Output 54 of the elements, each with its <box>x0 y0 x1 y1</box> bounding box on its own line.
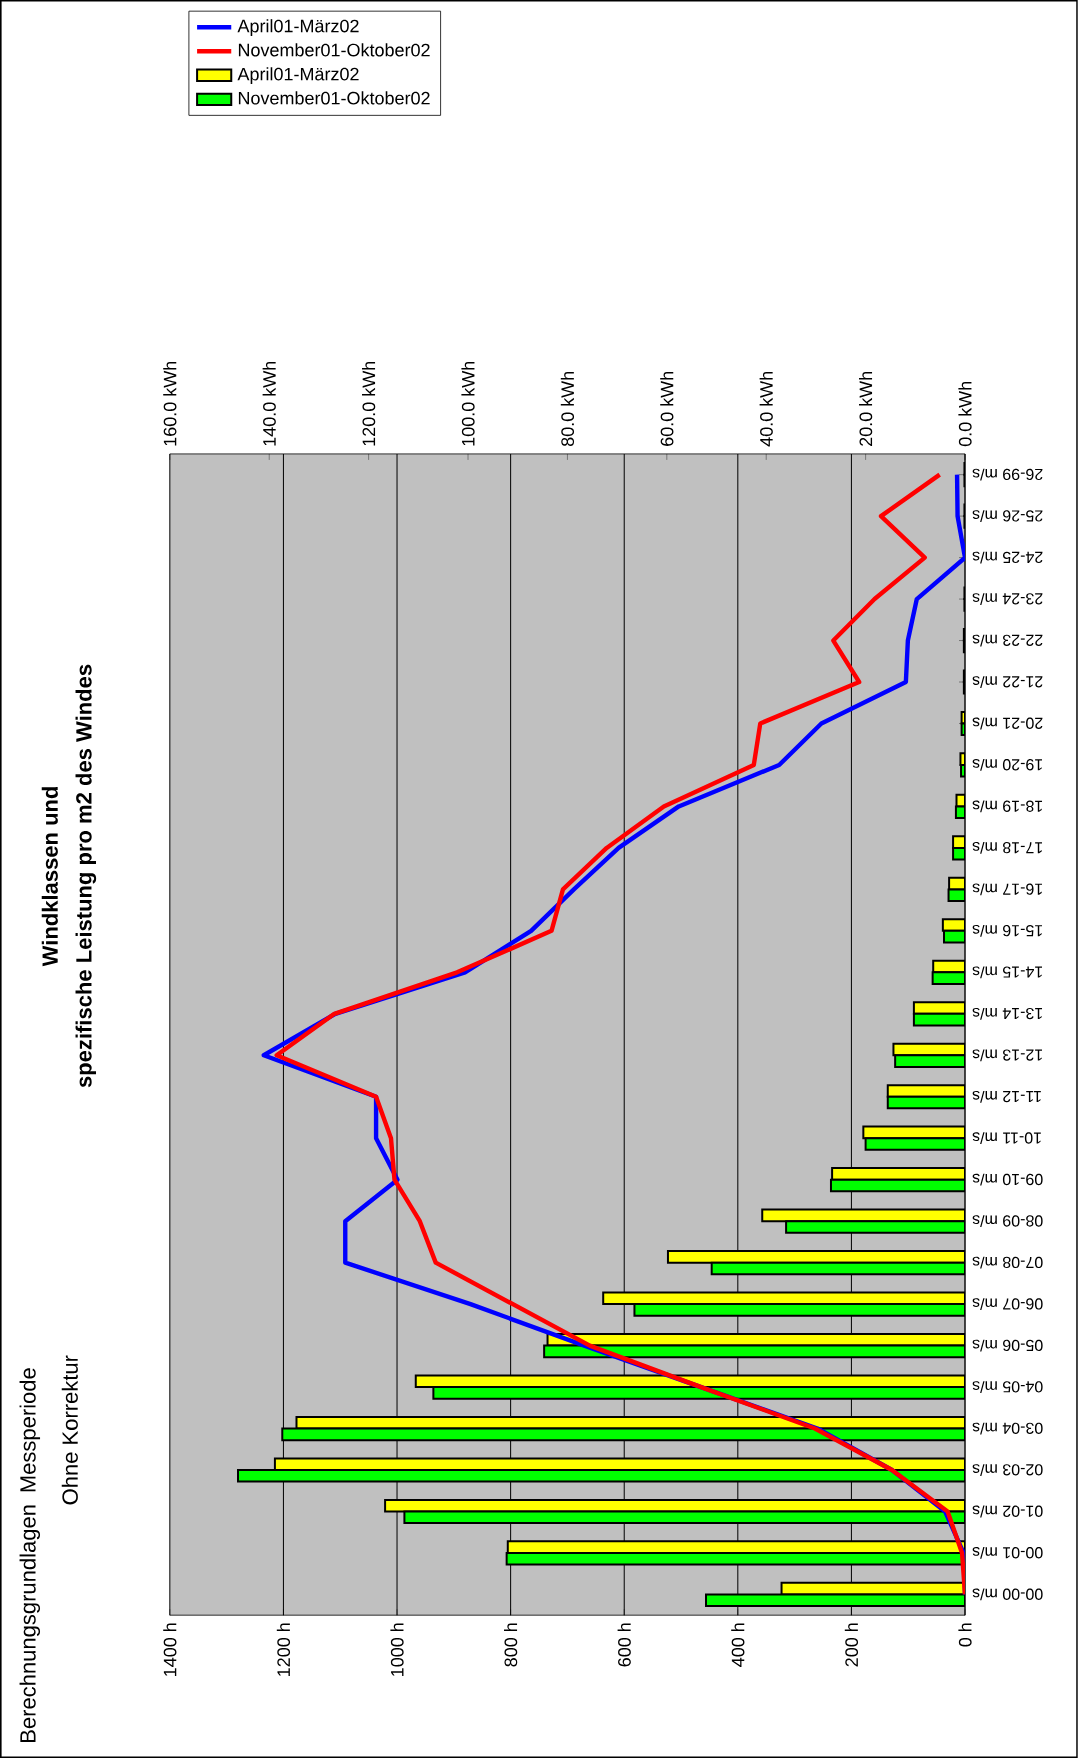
y-tick-label: 25-26 m/s <box>972 510 1043 523</box>
y-tick-label: 09-10 m/s <box>972 1173 1043 1186</box>
text: Windklassen und <box>41 787 58 967</box>
x2-tick-label: 80.0 kWh <box>560 371 575 447</box>
y-tick-label: 26-99 m/s <box>972 468 1043 481</box>
x2-tick-label: 60.0 kWh <box>660 371 674 446</box>
text: spezifische Leistung pro m2 des Windes <box>75 664 97 1088</box>
y-tick-label: 11-12 m/s <box>972 1090 1041 1103</box>
y-tick-label: 22-23 m/s <box>972 634 1043 647</box>
y-tick-label: 05-06 m/s <box>972 1339 1043 1352</box>
x2-tick-label: 160.0 kWh <box>163 361 177 446</box>
y-tick-label: 13-14 m/s <box>972 1007 1043 1020</box>
y-tick-label: 19-20 m/s <box>972 759 1043 771</box>
x-tick-label: 1200 h <box>276 1623 291 1676</box>
y-tick-label: 10-11 m/s <box>972 1132 1041 1145</box>
y-tick-label: 02-03 m/s <box>972 1464 1043 1476</box>
legend-label: November01-Oktober02 <box>239 43 430 57</box>
y-tick-label: 18-19 m/s <box>972 800 1043 813</box>
y-tick-label: 08-09 m/s <box>972 1215 1043 1228</box>
x2-tick-label: 120.0 kWh <box>362 361 376 446</box>
x2-tick-label: 40.0 kWh <box>759 371 773 447</box>
y-tick-label: 00-00 m/s <box>972 1588 1043 1601</box>
y-tick-label: 00-01 m/s <box>972 1547 1043 1559</box>
x-tick-label: 400 h <box>731 1623 745 1667</box>
y-tick-label: 04-05 m/s <box>972 1381 1043 1393</box>
y-tick-label: 12-13 m/s <box>972 1049 1043 1062</box>
x-tick-label: 600 h <box>617 1623 631 1667</box>
x-tick-label: 1000 h <box>390 1623 404 1676</box>
x2-tick-label: 20.0 kWh <box>859 371 873 446</box>
x-tick-label: 1400 h <box>163 1623 177 1676</box>
legend-label: April01-März02 <box>237 67 359 85</box>
x-tick-label: 0 h <box>958 1623 972 1647</box>
x2-tick-label: 100.0 kWh <box>461 361 475 446</box>
y-tick-label: 20-21 m/s <box>972 717 1043 730</box>
x-tick-label: 200 h <box>844 1623 859 1667</box>
y-tick-label: 17-18 m/s <box>972 842 1043 854</box>
y-tick-label: 16-17 m/s <box>972 883 1043 896</box>
y-tick-label: 01-02 m/s <box>972 1505 1043 1518</box>
y-tick-label: 06-07 m/s <box>972 1298 1043 1311</box>
text: Messperiode <box>19 1368 41 1492</box>
x2-tick-label: 0.0 kWh <box>958 381 972 447</box>
y-tick-label: 23-24 m/s <box>972 593 1043 605</box>
legend-label: April01-März02 <box>237 19 359 36</box>
y-tick-label: 21-22 m/s <box>972 676 1043 688</box>
y-tick-label: 24-25 m/s <box>972 551 1043 564</box>
y-tick-label: 03-04 m/s <box>972 1422 1043 1435</box>
y-tick-label: 15-16 m/s <box>972 924 1043 937</box>
y-tick-label: 07-08 m/s <box>972 1256 1043 1269</box>
text: Berechnungsgrundlagen <box>19 1505 41 1742</box>
y-tick-label: 14-15 m/s <box>972 966 1043 979</box>
text: Ohne Korrektur <box>61 1355 78 1505</box>
x-tick-label: 800 h <box>504 1623 518 1667</box>
legend-label: November01-Oktober02 <box>239 91 430 105</box>
x2-tick-label: 140.0 kWh <box>262 361 276 446</box>
